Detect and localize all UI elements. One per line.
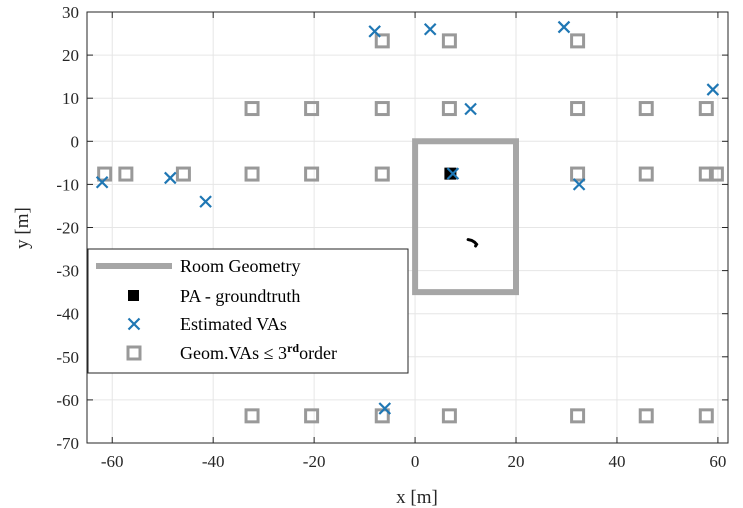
legend-geom-label: Geom.VAs ≤ 3rdorder: [180, 341, 337, 363]
x-tick-label: 0: [411, 452, 420, 471]
estimated-va-marker: [557, 20, 571, 34]
y-tick-label: -70: [56, 434, 79, 453]
estimated-va-marker: [706, 83, 720, 96]
legend-geom-swatch: [126, 345, 142, 361]
y-tick-label: -50: [56, 348, 79, 367]
geom-va-marker: [708, 166, 724, 182]
geom-va-marker: [570, 166, 586, 182]
x-tick-label: -20: [303, 452, 326, 471]
trajectory-line: [466, 238, 479, 248]
y-tick-label: -30: [56, 262, 79, 281]
x-tick-labels: -60 -40 -20 0 20 40 60: [101, 452, 727, 471]
y-tick-label: -40: [56, 305, 79, 324]
geom-va-marker: [374, 166, 390, 182]
estimated-va-marker: [164, 171, 177, 185]
y-tick-label: -10: [56, 175, 79, 194]
estimated-va-marker: [368, 25, 381, 38]
geom-va-marker: [244, 408, 260, 424]
y-tick-labels: 30 20 10 0 -10 -20 -30 -40 -50 -60 -70: [56, 3, 79, 453]
x-tick-label: 20: [508, 452, 525, 471]
x-tick-label: 40: [608, 452, 625, 471]
legend-pa-label: PA - groundtruth: [180, 286, 300, 306]
estimated-va-marker: [464, 102, 477, 116]
geom-va-marker: [244, 101, 260, 117]
room-geometry-outline: [412, 138, 519, 296]
room-geometry-layer: [412, 138, 519, 296]
legend-geom-prefix: Geom.VAs ≤ 3: [180, 343, 287, 363]
geom-va-marker: [441, 33, 457, 49]
geom-vas-layer: [97, 33, 724, 424]
geom-va-marker: [175, 166, 191, 182]
geom-va-marker: [304, 408, 320, 424]
geom-va-marker: [304, 166, 320, 182]
geom-va-marker: [638, 166, 654, 182]
geom-va-marker: [570, 33, 586, 49]
legend-geom-sup: rd: [287, 341, 299, 355]
legend: Room Geometry PA - groundtruth Estimated…: [87, 248, 409, 374]
pa-groundtruth-marker: [444, 167, 457, 180]
y-tick-label: -20: [56, 219, 79, 238]
geom-va-marker: [638, 408, 654, 424]
x-tick-label: -60: [101, 452, 124, 471]
geom-va-marker: [698, 101, 714, 117]
x-axis-label: x [m]: [396, 487, 438, 508]
y-tick-label: 20: [62, 46, 79, 65]
estimated-va-marker: [378, 402, 392, 415]
geom-va-marker: [698, 166, 714, 182]
x-tick-label: 60: [709, 452, 726, 471]
geom-va-marker: [698, 408, 714, 424]
geom-va-marker: [570, 101, 586, 117]
legend-room-label: Room Geometry: [180, 256, 300, 276]
legend-estimated-swatch: [127, 317, 141, 331]
geom-va-marker: [374, 101, 390, 117]
axis-ticks: [87, 11, 728, 444]
geom-va-marker: [374, 33, 390, 49]
estimated-vas-layer: [95, 20, 720, 415]
y-tick-label: 30: [62, 3, 79, 22]
pa-groundtruth-layer: [444, 167, 457, 180]
estimated-va-marker: [572, 178, 586, 191]
y-tick-label: 0: [71, 132, 80, 151]
legend-pa-swatch: [128, 290, 139, 301]
geom-va-marker: [441, 101, 457, 117]
estimated-va-marker: [199, 195, 212, 208]
geom-va-marker: [118, 166, 134, 182]
geom-va-marker: [244, 166, 260, 182]
geom-va-marker: [638, 101, 654, 117]
estimated-va-marker: [446, 167, 460, 180]
geom-va-marker: [304, 101, 320, 117]
estimated-va-marker: [95, 175, 109, 189]
geom-va-marker: [570, 408, 586, 424]
legend-estimated-label: Estimated VAs: [180, 314, 287, 334]
legend-geom-suffix: order: [299, 343, 337, 363]
x-tick-label: -40: [202, 452, 225, 471]
y-tick-label: 10: [62, 89, 79, 108]
y-tick-label: -60: [56, 391, 79, 410]
geom-va-marker: [441, 408, 457, 424]
estimated-va-marker: [423, 22, 437, 36]
trajectory-layer: [466, 238, 479, 248]
y-axis-label: y [m]: [12, 207, 33, 249]
